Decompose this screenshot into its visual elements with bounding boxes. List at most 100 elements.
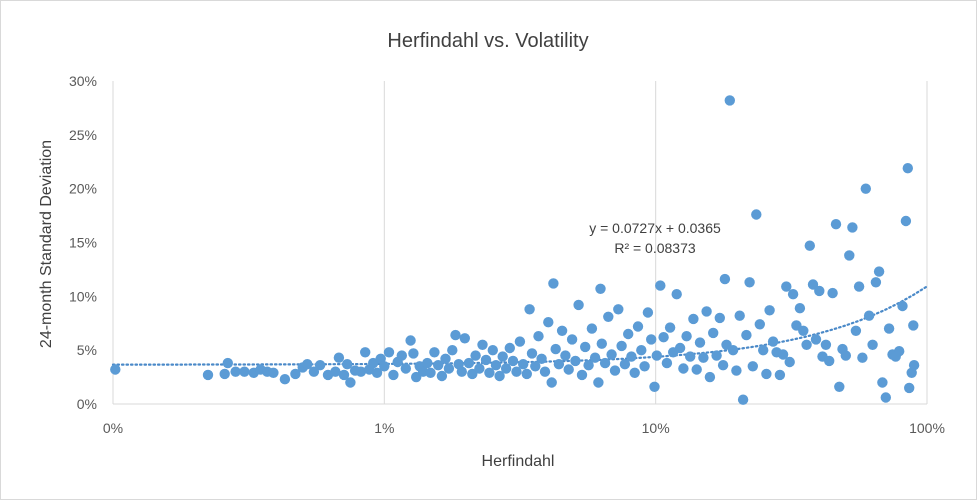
y-tick-labels: 0% 5% 10% 15% 20% 25% 30%	[69, 73, 97, 412]
data-point	[719, 273, 731, 285]
data-point	[456, 366, 467, 377]
data-point	[844, 250, 855, 261]
data-point	[596, 338, 607, 349]
data-point	[405, 335, 416, 346]
data-point	[484, 367, 495, 378]
data-point	[860, 183, 871, 194]
data-point	[830, 219, 842, 230]
data-point	[711, 350, 722, 361]
data-point	[820, 339, 832, 350]
data-point	[422, 357, 433, 369]
data-point	[494, 370, 505, 382]
data-point	[664, 322, 676, 333]
data-point	[751, 209, 762, 220]
data-point	[302, 359, 313, 370]
data-point	[727, 345, 739, 356]
data-point	[714, 312, 725, 324]
data-point	[463, 357, 475, 369]
data-point	[279, 374, 291, 385]
data-point	[701, 306, 712, 317]
data-point	[798, 325, 809, 336]
data-point	[674, 342, 686, 354]
data-point	[521, 368, 532, 380]
data-point	[877, 377, 888, 388]
data-point	[589, 352, 601, 363]
data-point	[724, 95, 735, 106]
data-point	[546, 377, 557, 388]
data-point	[333, 352, 345, 363]
data-point	[593, 377, 604, 388]
data-point	[474, 363, 485, 374]
data-point	[222, 357, 233, 369]
data-point	[655, 280, 666, 291]
data-point	[734, 310, 745, 321]
data-point	[857, 352, 868, 363]
data-point	[834, 381, 845, 392]
data-point	[371, 367, 383, 378]
data-point	[447, 345, 458, 356]
data-point	[704, 371, 716, 383]
data-point	[268, 367, 279, 378]
data-point	[383, 347, 395, 358]
data-point	[433, 360, 444, 371]
x-tick-labels: 0% 1% 10% 100%	[103, 420, 945, 436]
data-point	[626, 351, 637, 362]
data-point	[747, 361, 758, 372]
data-point	[649, 381, 660, 392]
data-point	[556, 325, 568, 336]
data-point	[671, 289, 682, 300]
data-point	[487, 345, 498, 356]
data-point	[658, 332, 669, 343]
data-point	[758, 345, 769, 356]
trendline-r-squared: R² = 0.08373	[614, 240, 696, 256]
data-point	[794, 303, 806, 314]
trendline	[111, 285, 929, 366]
y-tick-label: 25%	[69, 127, 97, 143]
data-point	[894, 346, 905, 357]
data-point	[883, 323, 895, 334]
data-points	[110, 95, 920, 405]
data-point	[781, 281, 792, 292]
data-point	[595, 283, 606, 294]
data-point	[784, 356, 795, 368]
data-point	[379, 361, 390, 372]
data-point	[698, 352, 709, 363]
data-point	[570, 355, 581, 367]
data-point	[761, 368, 772, 380]
data-point	[239, 366, 250, 377]
data-point	[110, 364, 121, 375]
data-point	[543, 317, 554, 328]
data-point	[731, 365, 742, 376]
data-point	[490, 360, 502, 371]
data-point	[526, 348, 538, 359]
data-point	[467, 368, 478, 380]
data-point	[636, 345, 647, 356]
data-point	[774, 369, 786, 381]
data-point	[681, 331, 692, 342]
data-point	[847, 222, 858, 233]
data-point	[827, 287, 838, 299]
data-point	[436, 370, 448, 382]
data-point	[824, 355, 835, 367]
x-tick-label: 10%	[642, 420, 670, 436]
y-tick-label: 20%	[69, 181, 97, 197]
data-point	[807, 279, 819, 290]
data-point	[396, 350, 407, 361]
data-point	[623, 328, 634, 340]
data-point	[688, 313, 699, 325]
data-point	[606, 349, 617, 360]
data-point	[440, 353, 451, 364]
data-point	[583, 360, 594, 371]
data-point	[685, 351, 696, 362]
data-point	[908, 360, 920, 371]
x-tick-label: 100%	[909, 420, 945, 436]
data-point	[550, 343, 561, 355]
data-point	[355, 366, 367, 377]
data-point	[908, 320, 919, 331]
data-point	[511, 366, 522, 377]
data-point	[804, 240, 815, 251]
data-point	[388, 369, 399, 381]
data-point	[459, 333, 470, 344]
data-point	[536, 353, 547, 364]
